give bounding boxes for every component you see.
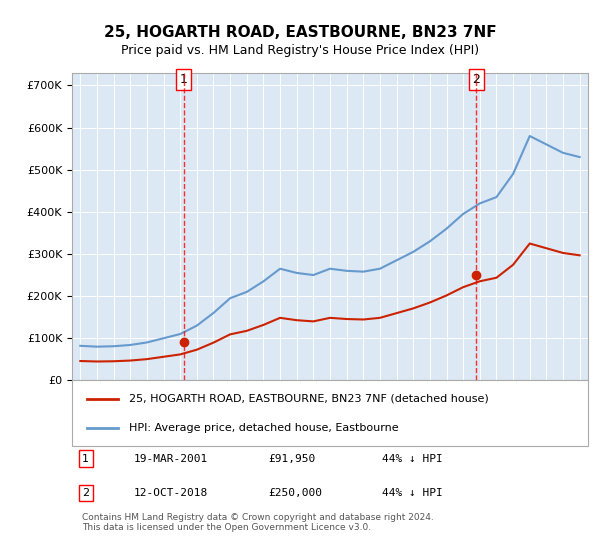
Text: 25, HOGARTH ROAD, EASTBOURNE, BN23 7NF: 25, HOGARTH ROAD, EASTBOURNE, BN23 7NF: [104, 25, 496, 40]
FancyBboxPatch shape: [72, 380, 588, 446]
Text: 1: 1: [82, 454, 89, 464]
Text: £250,000: £250,000: [268, 488, 322, 498]
Text: Price paid vs. HM Land Registry's House Price Index (HPI): Price paid vs. HM Land Registry's House …: [121, 44, 479, 57]
Text: 2: 2: [82, 488, 89, 498]
Text: HPI: Average price, detached house, Eastbourne: HPI: Average price, detached house, East…: [129, 423, 398, 433]
Text: 19-MAR-2001: 19-MAR-2001: [134, 454, 208, 464]
Text: £91,950: £91,950: [268, 454, 316, 464]
Text: 44% ↓ HPI: 44% ↓ HPI: [382, 488, 442, 498]
Text: 12-OCT-2018: 12-OCT-2018: [134, 488, 208, 498]
Text: 25, HOGARTH ROAD, EASTBOURNE, BN23 7NF (detached house): 25, HOGARTH ROAD, EASTBOURNE, BN23 7NF (…: [129, 394, 488, 404]
Text: 1: 1: [180, 73, 188, 86]
Text: 44% ↓ HPI: 44% ↓ HPI: [382, 454, 442, 464]
Text: Contains HM Land Registry data © Crown copyright and database right 2024.
This d: Contains HM Land Registry data © Crown c…: [82, 512, 434, 532]
Text: 2: 2: [472, 73, 480, 86]
